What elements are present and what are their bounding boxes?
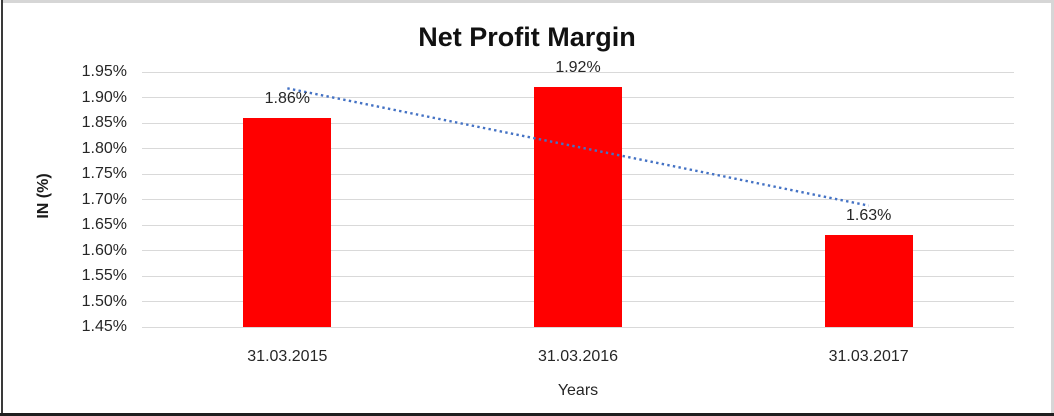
chart-border-left xyxy=(1,0,3,416)
x-tick-label: 31.03.2016 xyxy=(537,348,619,365)
chart-border-top xyxy=(2,0,1054,3)
y-tick-label: 1.90% xyxy=(81,88,127,106)
bar-data-label: 1.63% xyxy=(845,207,892,225)
bar-data-label: 1.86% xyxy=(264,89,311,107)
y-tick-label: 1.50% xyxy=(81,292,127,310)
x-tick-label: 31.03.2015 xyxy=(247,348,328,365)
gridline xyxy=(142,71,1014,73)
bar-data-label: 1.92% xyxy=(555,59,601,77)
y-tick-label: 1.70% xyxy=(81,190,127,208)
bar xyxy=(824,235,913,327)
y-tick-label: 1.65% xyxy=(81,216,127,233)
y-tick-label: 1.45% xyxy=(81,318,127,335)
bar xyxy=(243,117,332,327)
bar xyxy=(534,87,622,327)
y-tick-label: 1.55% xyxy=(81,267,127,284)
y-tick-label: 1.60% xyxy=(81,241,127,259)
y-tick-label: 1.80% xyxy=(81,139,127,157)
y-tick-label: 1.85% xyxy=(81,114,127,131)
chart-border-right xyxy=(1051,0,1054,416)
y-axis-title: IN (%) xyxy=(35,173,52,219)
chart-title: Net Profit Margin xyxy=(418,22,636,52)
y-tick-label: 1.95% xyxy=(81,63,127,80)
chart-border-bottom xyxy=(0,413,1054,416)
y-tick-label: 1.75% xyxy=(81,165,127,182)
x-tick-label: 31.03.2017 xyxy=(828,348,909,365)
x-axis-title: Years xyxy=(557,382,599,399)
gridline xyxy=(142,326,1014,328)
